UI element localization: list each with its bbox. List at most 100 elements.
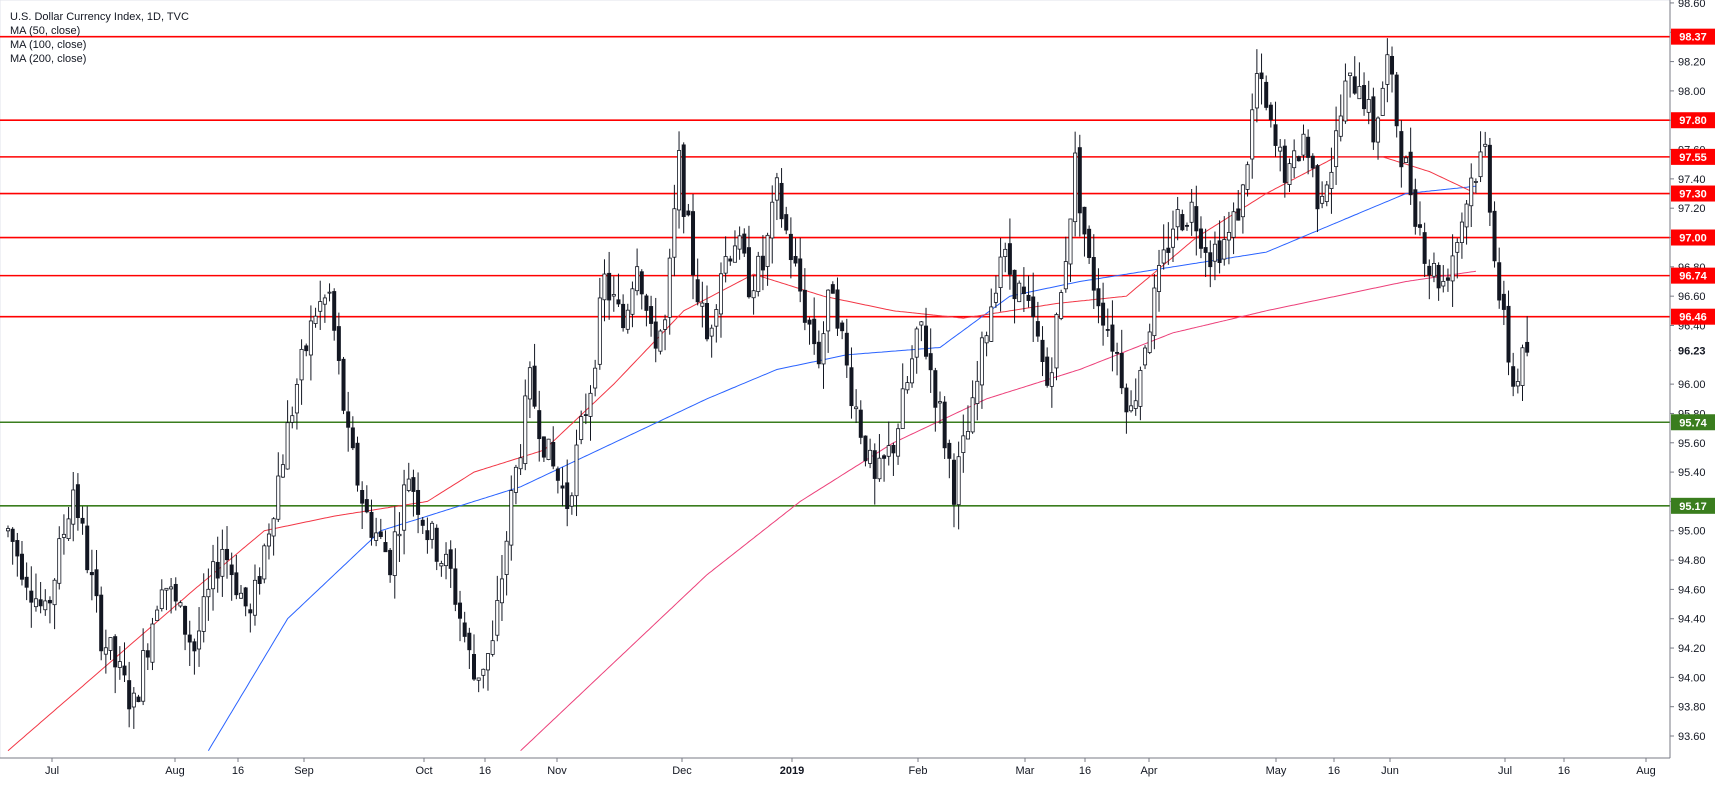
candle-up: [1441, 280, 1446, 287]
candle-down: [793, 256, 798, 264]
candle-up: [238, 592, 243, 599]
candle-up: [896, 428, 901, 457]
x-tick-label: Mar: [1016, 765, 1035, 777]
candle-up: [588, 392, 593, 417]
candle-down: [75, 484, 80, 519]
candle-down: [844, 332, 849, 366]
candle-down: [215, 561, 220, 579]
y-tick-label: 93.60: [1678, 731, 1706, 743]
candle-down: [1296, 156, 1301, 162]
candle-up: [262, 545, 267, 580]
candlesticks: [6, 38, 1530, 729]
candle-up: [294, 384, 299, 414]
y-tick-label: 95.00: [1678, 526, 1706, 538]
candle-down: [471, 654, 476, 680]
x-tick-label: May: [1266, 765, 1287, 777]
candle-down: [705, 302, 710, 340]
plot-frame: [0, 0, 1671, 759]
x-tick-label: Dec: [672, 765, 692, 777]
candle-up: [975, 380, 980, 404]
support-level-label-box: [1671, 497, 1715, 514]
indicator-ma50-label: MA (50, close): [10, 25, 81, 37]
candle-down: [812, 318, 817, 345]
candle-down: [681, 144, 686, 217]
candle-up: [597, 297, 602, 365]
candle-down: [364, 499, 369, 513]
candle-up: [402, 484, 407, 531]
candle-down: [1525, 341, 1530, 353]
candle-up: [1469, 177, 1474, 207]
candle-up: [169, 586, 174, 590]
candle-down: [1310, 155, 1315, 169]
candle-up: [1376, 117, 1381, 143]
candle-up: [1245, 164, 1250, 190]
candle-down: [1399, 131, 1404, 168]
candle-up: [397, 533, 402, 537]
candle-down: [1408, 151, 1413, 196]
candle-down: [947, 442, 952, 459]
candle-up: [523, 395, 528, 465]
candle-down: [225, 548, 230, 561]
candle-up: [61, 533, 66, 538]
candle-up: [770, 201, 775, 239]
candle-down: [891, 444, 896, 454]
candle-up: [1068, 218, 1073, 265]
candle-down: [1101, 302, 1106, 326]
resistance-level-label-box: [1671, 229, 1715, 246]
candle-up: [117, 661, 122, 668]
candle-up: [914, 328, 919, 358]
y-tick-label: 93.80: [1678, 702, 1706, 714]
candle-up: [1459, 221, 1464, 243]
candle-down: [80, 517, 85, 524]
candle-down: [565, 482, 570, 510]
candle-up: [765, 234, 770, 267]
candle-up: [266, 533, 271, 547]
candle-down: [1203, 247, 1208, 253]
candle-up: [663, 319, 668, 330]
candle-up: [150, 623, 155, 663]
candle-down: [882, 455, 887, 459]
candle-down: [304, 345, 309, 352]
candle-down: [187, 634, 192, 643]
y-tick-label: 94.80: [1678, 555, 1706, 567]
candle-up: [723, 256, 728, 274]
candle-up: [1357, 85, 1362, 100]
candle-up: [66, 518, 71, 540]
candle-up: [276, 475, 281, 520]
candle-up: [1278, 146, 1283, 152]
candle-up: [509, 490, 514, 546]
y-tick-label: 94.40: [1678, 614, 1706, 626]
candle-up: [280, 464, 285, 478]
candle-up: [905, 382, 910, 391]
candle-down: [10, 528, 15, 542]
x-tick-label: Jul: [1498, 765, 1512, 777]
x-tick-label: Nov: [547, 765, 567, 777]
x-tick-label: Oct: [415, 765, 432, 777]
candle-up: [1515, 381, 1520, 387]
candle-up: [602, 273, 607, 301]
candle-down: [234, 572, 239, 596]
candle-down: [136, 696, 141, 703]
candle-down: [1362, 85, 1367, 110]
ma200-line: [520, 270, 1476, 752]
resistance-level-label-box: [1671, 28, 1715, 45]
candle-up: [1133, 400, 1138, 409]
candle-up: [392, 531, 397, 576]
y-tick-label: 98.20: [1678, 57, 1706, 69]
candle-up: [308, 320, 313, 356]
candle-down: [458, 602, 463, 619]
candle-down: [816, 341, 821, 365]
candle-up: [993, 292, 998, 303]
candle-down: [1413, 189, 1418, 227]
candle-down: [1371, 96, 1376, 143]
candle-down: [420, 519, 425, 526]
candle-up: [485, 653, 490, 671]
support-level-label: 95.74: [1679, 417, 1707, 429]
candle-up: [43, 600, 48, 611]
candle-down: [760, 255, 765, 271]
candle-up: [877, 457, 882, 480]
candle-down: [928, 353, 933, 371]
candle-up: [178, 602, 183, 607]
